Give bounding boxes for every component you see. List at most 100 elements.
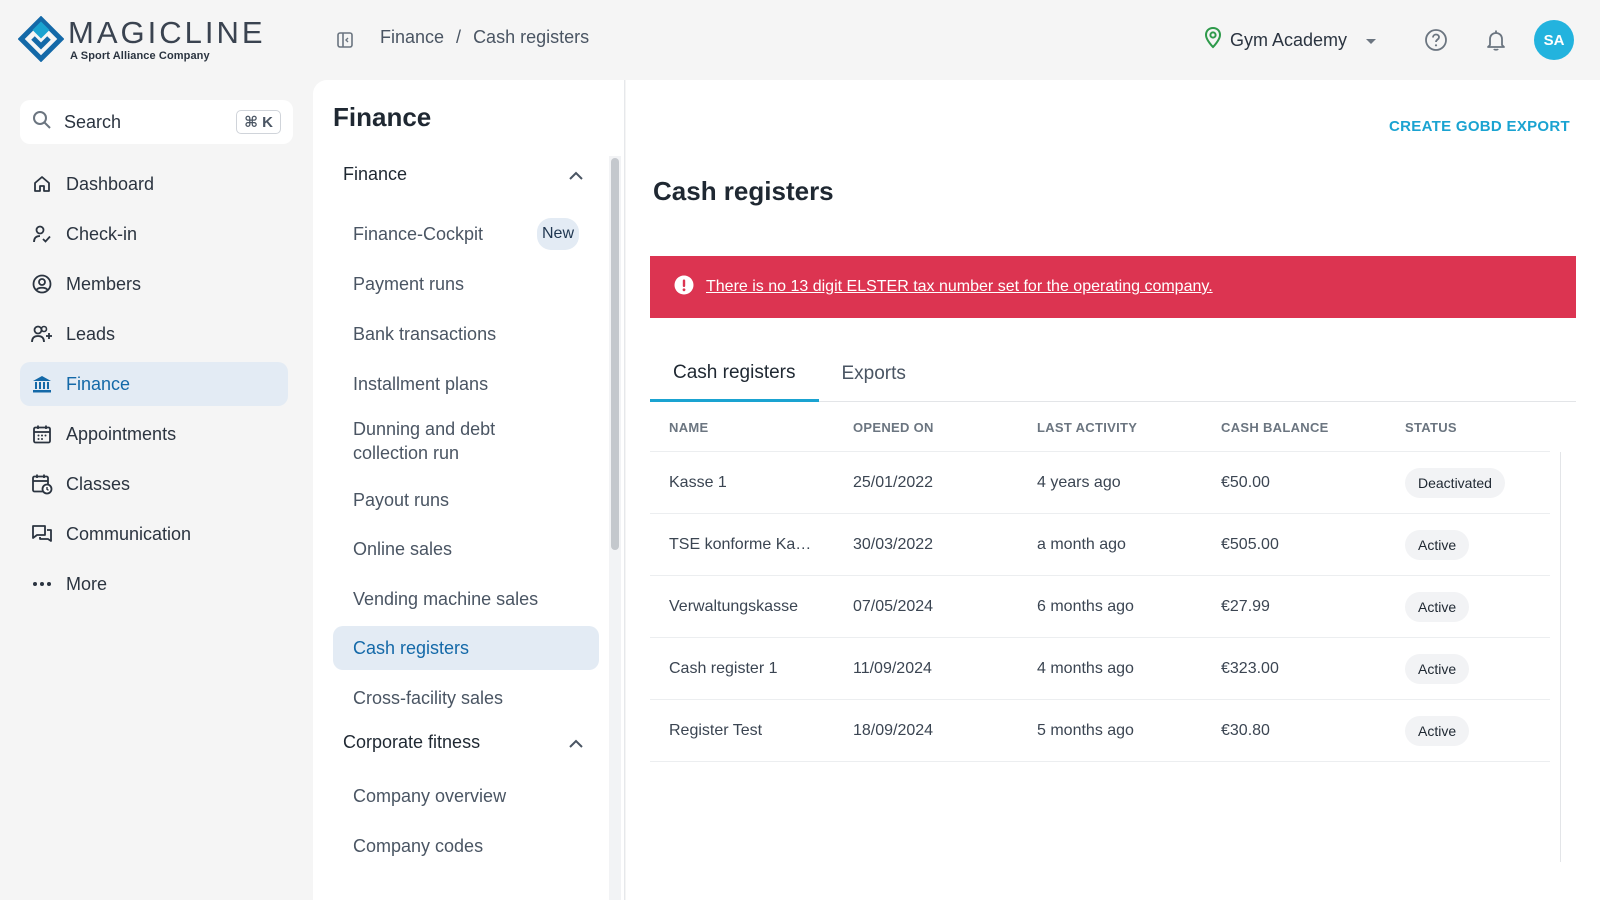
nav-item-communication[interactable]: Communication <box>20 512 288 556</box>
subnav-group-corporate-fitness[interactable]: Corporate fitness <box>343 732 583 753</box>
bank-icon <box>31 373 53 395</box>
cell-last-activity: 5 months ago <box>1037 721 1134 739</box>
brand-tagline: A Sport Alliance Company <box>70 50 210 62</box>
subnav-item-label: Vending machine sales <box>353 589 539 609</box>
subnav-item-label: Payment runs <box>353 274 465 294</box>
page-title: Cash registers <box>653 176 834 206</box>
subnav-item-company-codes[interactable]: Company codes <box>333 824 599 868</box>
status-badge: Active <box>1405 591 1470 622</box>
nav-item-members[interactable]: Members <box>20 262 288 306</box>
cell-name: Register Test <box>669 721 763 739</box>
user-avatar[interactable]: SA <box>1534 20 1574 60</box>
chevron-up-icon <box>569 164 583 185</box>
breadcrumb-separator: / <box>456 27 462 47</box>
subnav-item-label: Finance-Cockpit <box>353 224 484 244</box>
magicline-logo[interactable]: MAGICLINE A Sport Alliance Company <box>17 15 266 63</box>
cell-last-activity: a month ago <box>1037 535 1126 553</box>
calendar-icon <box>31 423 53 445</box>
nav-item-label: Appointments <box>66 423 177 444</box>
subnav-scrollbar[interactable] <box>611 158 619 550</box>
cell-opened-on: 30/03/2022 <box>853 535 934 553</box>
breadcrumb-cash-registers: Cash registers <box>473 27 590 47</box>
nav-item-label: Check-in <box>66 223 138 244</box>
table-row[interactable]: Kasse 1 25/01/2022 4 years ago €50.00 De… <box>650 452 1550 514</box>
breadcrumb-finance[interactable]: Finance <box>380 27 445 47</box>
global-search[interactable]: Search ⌘ K <box>20 100 293 144</box>
subnav-item-label: Company overview <box>353 786 507 806</box>
subnav-item-cash-registers[interactable]: Cash registers <box>333 626 599 670</box>
column-header-name[interactable]: NAME <box>669 420 709 435</box>
alert-message-link[interactable]: There is no 13 digit ELSTER tax number s… <box>706 278 1213 295</box>
status-badge: Active <box>1405 715 1470 746</box>
leads-icon <box>31 323 53 345</box>
main-nav: Dashboard Check-in Members Leads Finance… <box>20 162 288 612</box>
table-row[interactable]: TSE konforme Ka… 30/03/2022 a month ago … <box>650 514 1550 576</box>
subnav-group-finance[interactable]: Finance <box>343 164 583 185</box>
table-header: NAME OPENED ON LAST ACTIVITY CASH BALANC… <box>650 404 1550 452</box>
column-header-opened-on[interactable]: OPENED ON <box>853 420 934 435</box>
cell-opened-on: 25/01/2022 <box>853 473 934 491</box>
subnav-item-payout-runs[interactable]: Payout runs <box>333 478 599 522</box>
subnav-item-label: Cross-facility sales <box>353 688 504 708</box>
magicline-logo-mark <box>17 15 65 63</box>
help-icon[interactable] <box>1424 28 1448 52</box>
chat-icon <box>31 523 53 545</box>
cell-cash-balance: €50.00 <box>1221 473 1270 491</box>
table-row[interactable]: Cash register 1 11/09/2024 4 months ago … <box>650 638 1550 700</box>
tab-cash-registers[interactable]: Cash registers <box>650 346 819 402</box>
subnav-item-label: Installment plans <box>353 374 489 394</box>
subnav-item-company-overview[interactable]: Company overview <box>333 774 599 818</box>
status-badge: Active <box>1405 529 1470 560</box>
classes-icon <box>31 473 53 495</box>
more-icon <box>31 573 53 595</box>
subnav-item-cross-facility-sales[interactable]: Cross-facility sales <box>333 676 599 720</box>
subnav-item-installment-plans[interactable]: Installment plans <box>333 362 599 406</box>
column-header-last-activity[interactable]: LAST ACTIVITY <box>1037 420 1138 435</box>
subnav-item-online-sales[interactable]: Online sales <box>333 527 599 571</box>
cell-name: Cash register 1 <box>669 659 778 677</box>
subnav-item-bank-transactions[interactable]: Bank transactions <box>333 312 599 356</box>
status-badge: Deactivated <box>1405 467 1505 498</box>
column-header-cash-balance[interactable]: CASH BALANCE <box>1221 420 1329 435</box>
nav-item-more[interactable]: More <box>20 562 288 606</box>
nav-item-check-in[interactable]: Check-in <box>20 212 288 256</box>
column-header-status[interactable]: STATUS <box>1405 420 1457 435</box>
table-row[interactable]: Verwaltungskasse 07/05/2024 6 months ago… <box>650 576 1550 638</box>
nav-item-appointments[interactable]: Appointments <box>20 412 288 456</box>
table-row[interactable]: Register Test 18/09/2024 5 months ago €3… <box>650 700 1550 762</box>
nav-item-leads[interactable]: Leads <box>20 312 288 356</box>
location-selector[interactable]: Gym Academy <box>1204 26 1377 54</box>
members-icon <box>31 273 53 295</box>
nav-item-finance[interactable]: Finance <box>20 362 288 406</box>
subnav-item-label: Cash registers <box>353 638 470 658</box>
nav-item-label: More <box>66 573 108 594</box>
subnav-item-dunning[interactable]: Dunning and debt collection run <box>333 412 599 470</box>
chevron-up-icon <box>569 732 583 753</box>
subnav-group-label: Finance <box>343 164 408 184</box>
nav-item-classes[interactable]: Classes <box>20 462 288 506</box>
location-name: Gym Academy <box>1230 30 1348 50</box>
cell-name: Verwaltungskasse <box>669 597 798 615</box>
location-pin-icon <box>1204 26 1222 54</box>
nav-item-label: Classes <box>66 473 131 494</box>
subnav-item-finance-cockpit[interactable]: Finance-Cockpit New <box>333 212 599 256</box>
nav-item-dashboard[interactable]: Dashboard <box>20 162 288 206</box>
cell-name: Kasse 1 <box>669 473 727 491</box>
table-scroll-track <box>1560 452 1561 862</box>
cell-last-activity: 6 months ago <box>1037 597 1134 615</box>
search-icon <box>32 110 52 135</box>
cell-cash-balance: €30.80 <box>1221 721 1270 739</box>
subnav-item-vending-machine-sales[interactable]: Vending machine sales <box>333 577 599 621</box>
subnav-item-payment-runs[interactable]: Payment runs <box>333 262 599 306</box>
subnav-item-label: Dunning and debt collection run <box>353 419 496 463</box>
tab-exports[interactable]: Exports <box>841 363 906 384</box>
subnav-item-label: Bank transactions <box>353 324 497 344</box>
nav-item-label: Communication <box>66 523 192 544</box>
nav-item-label: Finance <box>66 373 131 394</box>
sidebar-collapse-icon[interactable] <box>336 31 354 49</box>
notifications-bell-icon[interactable] <box>1484 28 1508 52</box>
cell-last-activity: 4 months ago <box>1037 659 1134 677</box>
create-gobd-export-button[interactable]: CREATE GOBD EXPORT <box>1389 118 1570 135</box>
nav-item-label: Dashboard <box>66 173 155 194</box>
chevron-down-icon <box>1365 30 1377 51</box>
